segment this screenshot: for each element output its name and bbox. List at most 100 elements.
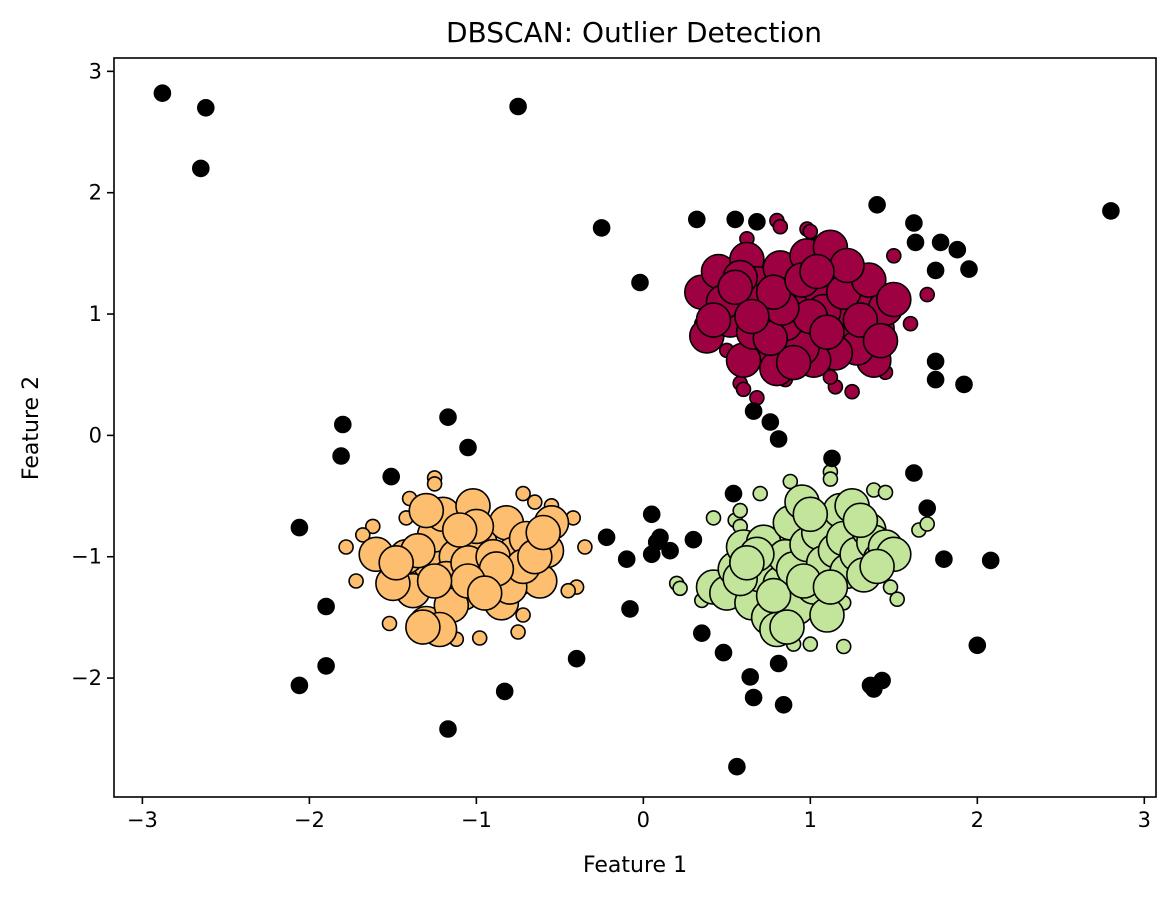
border-point: [877, 484, 894, 501]
outlier-point: [918, 499, 937, 518]
y-tick-label: 2: [89, 181, 102, 205]
outlier-point: [332, 447, 350, 465]
outlier-point: [728, 757, 746, 776]
outlier-point: [687, 210, 706, 229]
outlier-point: [955, 375, 973, 394]
core-point: [775, 344, 812, 381]
outlier-point: [642, 505, 661, 524]
border-point: [381, 615, 398, 632]
border-point: [902, 315, 919, 332]
core-point: [875, 281, 912, 318]
outlier-point: [823, 449, 841, 468]
outlier-point: [617, 550, 636, 569]
x-tick-label: 0: [637, 808, 650, 832]
outlier-point: [906, 233, 925, 252]
core-point: [525, 514, 562, 551]
outlier-point: [769, 430, 788, 448]
y-axis-label: Feature 2: [19, 376, 44, 480]
border-point: [772, 218, 789, 235]
outlier-point: [509, 97, 527, 116]
core-point: [408, 492, 445, 529]
border-point: [338, 539, 354, 555]
outlier-point: [382, 467, 401, 486]
border-point: [882, 579, 899, 595]
outlier-point: [684, 530, 703, 549]
outlier-point: [621, 600, 639, 618]
outlier-point: [868, 196, 886, 214]
points-layer: [153, 84, 1120, 776]
border-point: [510, 624, 526, 640]
chart-title: DBSCAN: Outlier Detection: [446, 16, 822, 49]
outlier-point: [744, 688, 763, 707]
border-point: [348, 573, 364, 589]
border-point: [844, 383, 860, 400]
border-point: [802, 636, 819, 652]
outlier-point: [714, 643, 733, 662]
border-point: [919, 516, 936, 532]
border-point: [515, 607, 531, 623]
outlier-point: [597, 528, 616, 547]
outlier-point: [317, 597, 335, 616]
border-point: [705, 510, 722, 526]
core-point: [755, 577, 792, 614]
outlier-point: [567, 649, 586, 668]
outlier-point: [905, 214, 923, 232]
outlier-point: [290, 676, 309, 695]
core-point: [862, 322, 899, 359]
outlier-point: [197, 99, 215, 117]
outlier-point: [439, 720, 457, 738]
border-point: [426, 476, 443, 492]
x-tick-label: 3: [1138, 808, 1151, 832]
border-point: [354, 527, 371, 543]
outlier-point: [192, 159, 210, 178]
x-tick-label: −1: [461, 808, 492, 832]
outlier-point: [741, 668, 760, 686]
outlier-point: [926, 352, 945, 371]
x-tick-label: 1: [804, 808, 817, 832]
y-tick-label: −2: [71, 666, 102, 690]
core-point: [695, 302, 732, 338]
outlier-point: [631, 273, 649, 292]
border-point: [735, 381, 752, 398]
border-point: [471, 630, 488, 646]
core-point: [809, 314, 845, 351]
y-tick-label: 0: [89, 423, 102, 447]
core-point: [416, 563, 453, 599]
outlier-point: [905, 464, 923, 482]
outlier-point: [960, 260, 978, 278]
outlier-point: [724, 484, 743, 503]
x-tick-label: −3: [127, 808, 158, 832]
border-point: [835, 638, 852, 655]
border-point: [919, 286, 936, 303]
core-point: [729, 544, 765, 581]
border-point: [364, 518, 381, 535]
ticks-layer: −3 −2 −1 0 1 2 3 −2 −1 0 1 2 3: [71, 59, 1151, 832]
outlier-point: [661, 541, 679, 560]
border-point: [822, 471, 839, 487]
outlier-point: [592, 219, 611, 237]
border-point: [782, 473, 799, 490]
core-point: [734, 298, 770, 335]
border-point: [802, 223, 819, 240]
border-point: [822, 369, 839, 385]
outlier-point: [761, 413, 780, 431]
plot-frame: [113, 57, 1157, 798]
outlier-point: [317, 657, 335, 675]
outlier-point: [926, 261, 945, 280]
border-point: [526, 494, 543, 510]
core-point: [792, 496, 829, 533]
outlier-point: [1102, 202, 1120, 220]
outlier-point: [495, 682, 514, 701]
outlier-point: [290, 518, 309, 537]
core-point: [717, 269, 754, 306]
y-tick-label: −1: [71, 545, 102, 569]
border-point: [515, 485, 531, 502]
core-point: [441, 512, 478, 548]
border-point: [672, 580, 688, 597]
outlier-point: [744, 402, 763, 420]
x-tick-label: −2: [294, 808, 325, 832]
core-point: [378, 544, 415, 581]
outlier-point: [968, 636, 987, 655]
outlier-point: [926, 370, 945, 389]
